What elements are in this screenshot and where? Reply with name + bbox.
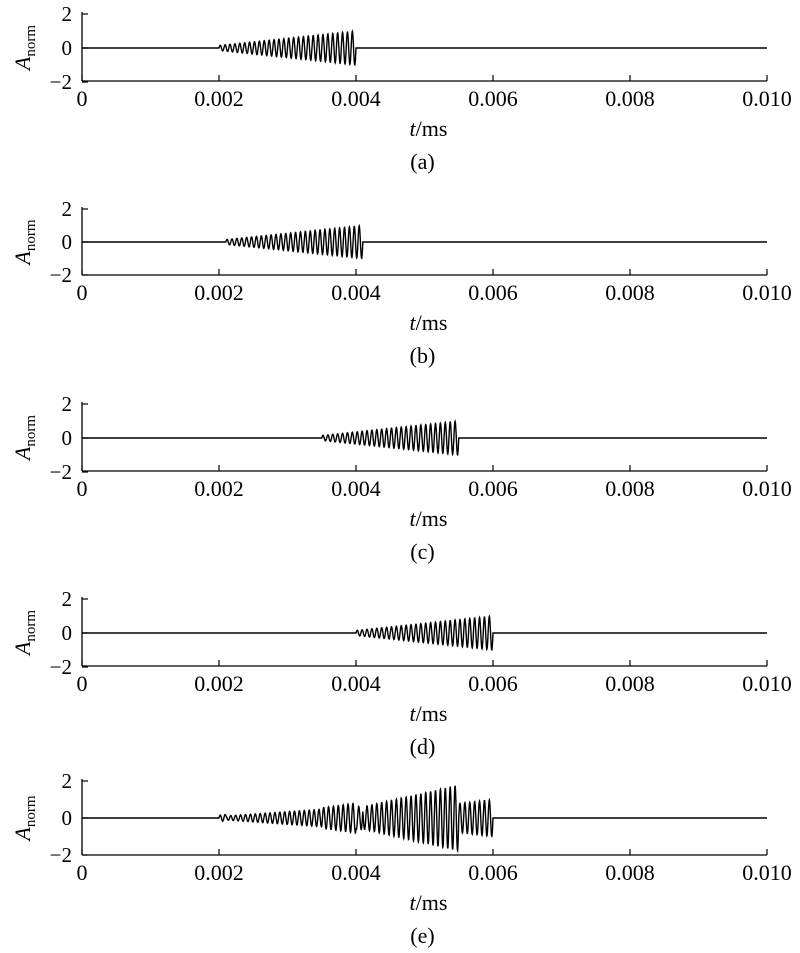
x-tick-label: 0 (77, 280, 88, 305)
x-axis-label: t/ms (410, 116, 448, 141)
x-axis-label: t/ms (410, 890, 448, 915)
y-label-main: A (10, 641, 35, 657)
panel-4: 0 0.002 0.004 0.006 0.008 0.010−202Anormt/ms(… (10, 769, 792, 948)
panel-label: (c) (410, 539, 434, 564)
x-label-var: t (410, 701, 417, 726)
y-axis-label: Anorm (10, 795, 39, 842)
x-tick-label: 0.002 (194, 476, 244, 501)
y-label-sub: norm (23, 25, 39, 57)
x-tick-label: 0 (77, 860, 88, 885)
x-label-var: t (410, 310, 417, 335)
panel-2: 0 0.002 0.004 0.006 0.008 0.010−202Anormt/ms(… (10, 392, 792, 564)
x-tick-label: 0.004 (331, 86, 381, 111)
x-axis-label: t/ms (410, 310, 448, 335)
panel-1: 0 0.002 0.004 0.006 0.008 0.010−202Anormt/ms(… (10, 197, 792, 368)
x-tick-label: 0.006 (468, 671, 518, 696)
x-tick-label: 0 (77, 671, 88, 696)
x-label-unit: /ms (416, 701, 448, 726)
x-tick-label: 0.006 (468, 86, 518, 111)
y-tick-label: 0 (62, 621, 73, 645)
x-tick-label: 0.010 (742, 476, 792, 501)
y-tick-label: −2 (50, 843, 72, 867)
x-tick-label: 0.010 (742, 86, 792, 111)
x-axis-label: t/ms (410, 701, 448, 726)
x-tick-label: 0.004 (331, 476, 381, 501)
y-tick-label: 0 (62, 36, 73, 60)
x-tick-label: 0.004 (331, 860, 381, 885)
y-label-sub: norm (23, 610, 39, 642)
y-tick-label: 2 (62, 197, 73, 221)
x-tick-label: 0.008 (605, 671, 655, 696)
y-tick-label: −2 (50, 263, 72, 287)
x-tick-label: 0.004 (331, 280, 381, 305)
y-axis-label: Anorm (10, 219, 39, 266)
x-label-unit: /ms (416, 310, 448, 335)
y-tick-label: 0 (62, 806, 73, 830)
x-label-var: t (410, 890, 417, 915)
panel-label: (b) (410, 343, 436, 368)
x-tick-label: 0.008 (605, 280, 655, 305)
x-tick-label: 0.006 (468, 476, 518, 501)
y-axis-label: Anorm (10, 25, 39, 72)
signal-series (82, 29, 767, 67)
panel-label: (e) (410, 923, 434, 948)
x-tick-label: 0.002 (194, 671, 244, 696)
x-tick-label: 0.010 (742, 860, 792, 885)
x-tick-label: 0.010 (742, 671, 792, 696)
signal-series (82, 419, 767, 457)
x-tick-label: 0.006 (468, 860, 518, 885)
x-tick-label: 0 (77, 476, 88, 501)
y-tick-label: 2 (62, 587, 73, 611)
x-label-unit: /ms (416, 116, 448, 141)
y-tick-label: 2 (62, 2, 73, 26)
x-label-var: t (410, 506, 417, 531)
x-tick-label: 0.002 (194, 860, 244, 885)
y-tick-label: 0 (62, 230, 73, 254)
y-label-main: A (10, 251, 35, 267)
x-label-unit: /ms (416, 506, 448, 531)
x-label-var: t (410, 116, 417, 141)
x-label-unit: /ms (416, 890, 448, 915)
signal-series (82, 614, 767, 652)
panel-label: (a) (410, 149, 434, 174)
signal-series (82, 785, 767, 854)
panel-3: 0 0.002 0.004 0.006 0.008 0.010−202Anormt/ms(… (10, 587, 792, 759)
panel-label: (d) (410, 734, 436, 759)
y-tick-label: −2 (50, 460, 72, 484)
y-axis-label: Anorm (10, 415, 39, 462)
x-tick-label: 0.008 (605, 476, 655, 501)
x-tick-label: 0.010 (742, 280, 792, 305)
y-tick-label: −2 (50, 655, 72, 679)
y-tick-label: −2 (50, 70, 72, 94)
y-axis-label: Anorm (10, 610, 39, 657)
signal-series (82, 223, 767, 260)
panel-0: 0 0.002 0.004 0.006 0.008 0.010−202Anormt/ms(… (10, 2, 792, 174)
x-tick-label: 0 (77, 86, 88, 111)
x-tick-label: 0.008 (605, 860, 655, 885)
y-label-main: A (10, 56, 35, 72)
x-axis-label: t/ms (410, 506, 448, 531)
y-label-sub: norm (23, 795, 39, 827)
x-tick-label: 0.002 (194, 86, 244, 111)
y-label-sub: norm (23, 415, 39, 447)
y-label-main: A (10, 827, 35, 843)
y-tick-label: 0 (62, 426, 73, 450)
y-label-main: A (10, 446, 35, 462)
y-tick-label: 2 (62, 392, 73, 416)
y-label-sub: norm (23, 219, 39, 251)
x-tick-label: 0.008 (605, 86, 655, 111)
x-tick-label: 0.004 (331, 671, 381, 696)
x-tick-label: 0.002 (194, 280, 244, 305)
x-tick-label: 0.006 (468, 280, 518, 305)
y-tick-label: 2 (62, 769, 73, 793)
